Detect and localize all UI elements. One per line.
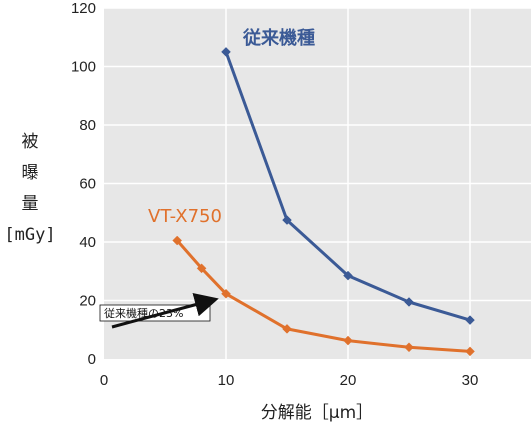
data-point-vt-x750	[221, 288, 231, 299]
data-point-conventional	[221, 47, 231, 57]
axes: 0 20 40 60 80 100 120 0 10 20 30	[71, 0, 478, 389]
y-axis-label-line-3: 量	[22, 194, 39, 214]
y-tick-label: 120	[71, 0, 96, 17]
y-tick-label: 0	[88, 351, 96, 368]
data-point-vt-x750	[282, 324, 292, 334]
y-axis-label-line-2: 曝	[22, 163, 39, 183]
x-tick-label: 0	[100, 372, 108, 389]
series-label-vt-x750: VT-X750	[148, 206, 222, 227]
x-axis-label: 分解能［μm］	[261, 403, 373, 423]
y-tick-label: 80	[79, 117, 96, 134]
y-tick-label: 20	[79, 293, 96, 310]
x-tick-label: 20	[340, 372, 357, 389]
y-tick-label: 100	[71, 59, 96, 76]
data-point-vt-x750	[343, 335, 353, 346]
data-point-vt-x750	[465, 346, 475, 357]
data-point-vt-x750	[172, 235, 183, 246]
annotation: 従来機種の23%	[99, 293, 219, 329]
y-tick-label: 60	[79, 176, 96, 193]
y-axis-label-unit: [mGy]	[4, 225, 55, 245]
annotation-text: 従来機種の23%	[104, 306, 183, 320]
y-tick-label: 40	[79, 234, 96, 251]
x-tick-label: 10	[218, 372, 235, 389]
y-axis-label-line-1: 被	[22, 132, 39, 152]
annotation-arrow	[111, 293, 219, 329]
x-tick-label: 30	[462, 372, 479, 389]
data-point-conventional	[404, 297, 414, 307]
grid	[104, 7, 531, 359]
labels: 分解能［μm］ 被 曝 量 [mGy] 従来機種 VT-X750	[4, 27, 373, 423]
series-label-conventional: 従来機種	[242, 27, 315, 49]
data-point-conventional	[343, 270, 353, 281]
data-point-vt-x750	[404, 342, 414, 353]
data-point-vt-x750	[196, 263, 207, 274]
data-point-conventional	[282, 215, 292, 225]
data-point-conventional	[465, 315, 475, 325]
series-layer	[172, 47, 475, 357]
